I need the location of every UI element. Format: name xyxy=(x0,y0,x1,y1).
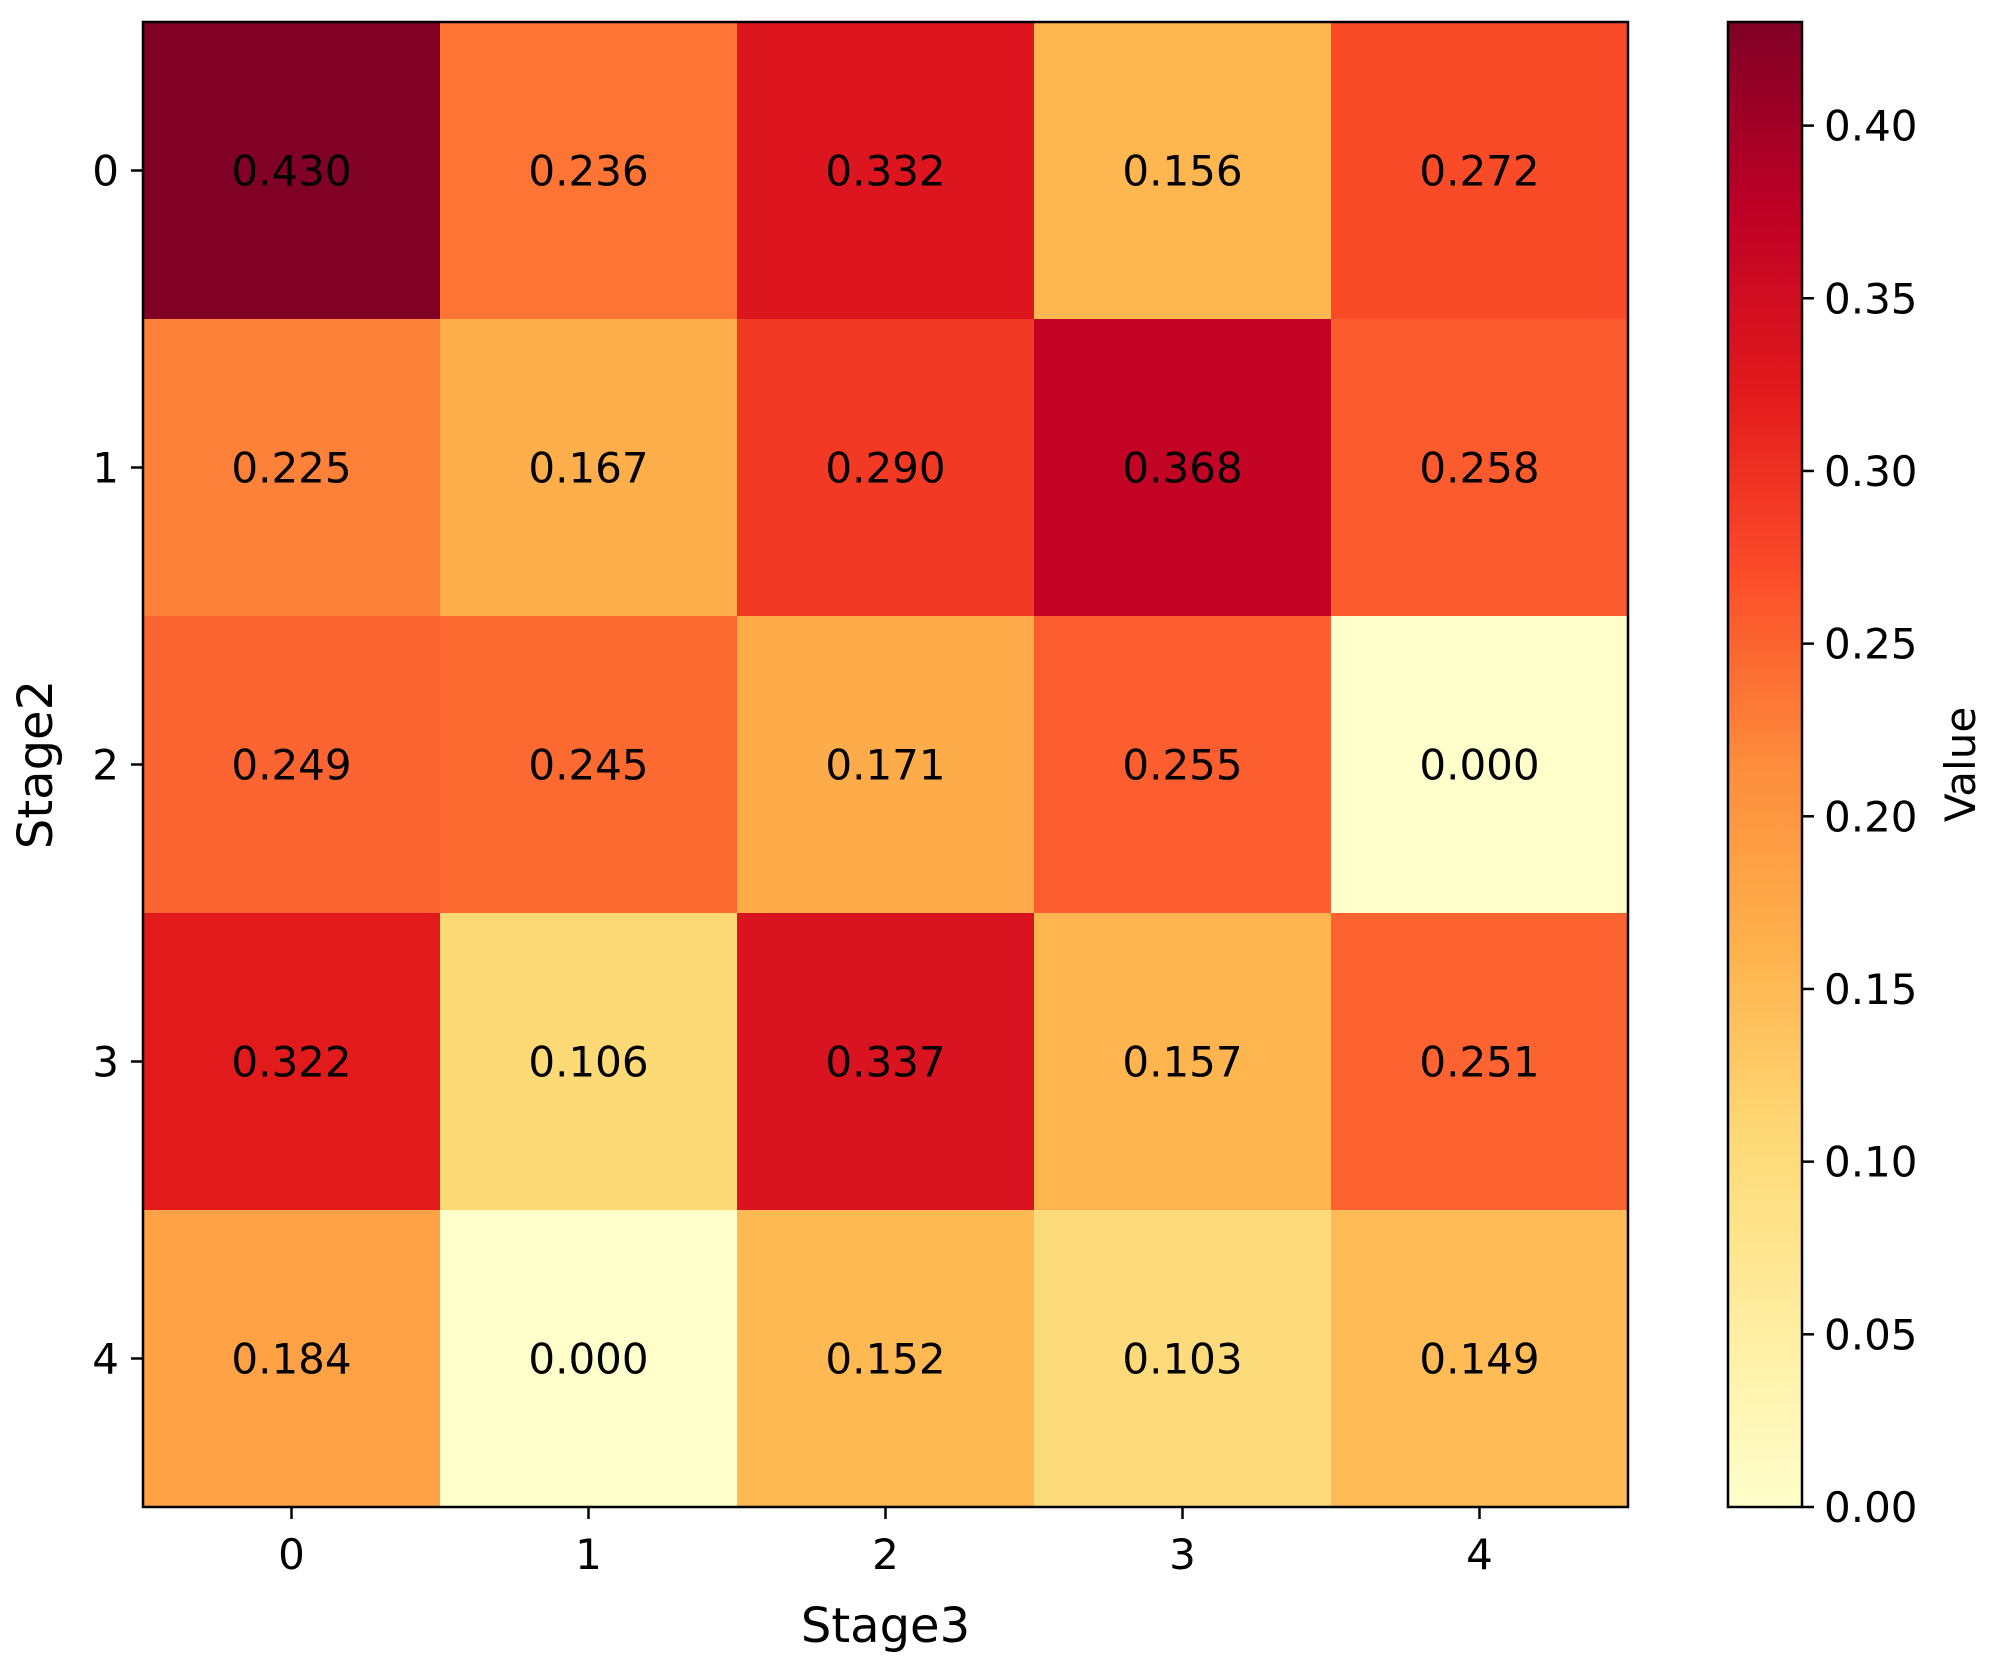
x-tick-label: 2 xyxy=(872,1530,899,1579)
cell-value-label: 0.157 xyxy=(1122,1038,1242,1087)
colorbar-tick-label: 0.20 xyxy=(1824,792,1918,841)
cell-value-label: 0.225 xyxy=(231,444,351,493)
cell-value-label: 0.149 xyxy=(1419,1335,1539,1384)
heatmap-cell xyxy=(143,1210,441,1508)
y-tick-label: 2 xyxy=(92,741,119,790)
colorbar-tick-label: 0.30 xyxy=(1824,447,1918,496)
heatmap-cell xyxy=(143,913,441,1211)
heatmap-cell xyxy=(737,913,1035,1211)
heatmap-cell-labels: 0.430 0.236 0.332 0.156 0.272 0.225 0.167 0.290… xyxy=(231,147,1539,1384)
colorbar-frame xyxy=(1726,20,1804,1509)
cell-value-label: 0.368 xyxy=(1122,444,1242,493)
colorbar-tick-label: 0.05 xyxy=(1824,1310,1918,1359)
colorbar xyxy=(1728,22,1802,1507)
cell-value-label: 0.000 xyxy=(1419,741,1539,790)
cell-value-label: 0.249 xyxy=(231,741,351,790)
y-tick-label: 0 xyxy=(92,147,119,196)
x-axis-ticks: 0 1 2 3 4 xyxy=(278,1507,1493,1579)
cell-value-label: 0.236 xyxy=(528,147,648,196)
x-tick-label: 1 xyxy=(575,1530,602,1579)
heatmap-cell xyxy=(1331,913,1629,1211)
x-axis-label: Stage3 xyxy=(801,1598,970,1654)
heatmap-cell xyxy=(440,1210,738,1508)
heatmap-cell xyxy=(440,913,738,1211)
cell-value-label: 0.000 xyxy=(528,1335,648,1384)
colorbar-tick-label: 0.35 xyxy=(1824,274,1918,323)
heatmap-cell xyxy=(143,616,441,914)
heatmap-cell xyxy=(143,319,441,617)
colorbar-tick-label: 0.00 xyxy=(1824,1483,1918,1532)
cell-value-label: 0.245 xyxy=(528,741,648,790)
heatmap-cell xyxy=(440,22,738,320)
cell-value-label: 0.255 xyxy=(1122,741,1242,790)
cell-value-label: 0.171 xyxy=(825,741,945,790)
heatmap-cell xyxy=(1034,913,1332,1211)
heatmap-cell xyxy=(1331,616,1629,914)
x-tick-label: 0 xyxy=(278,1530,305,1579)
heatmap-cell xyxy=(1331,22,1629,320)
cell-value-label: 0.251 xyxy=(1419,1038,1539,1087)
heatmap-cell xyxy=(1034,1210,1332,1508)
cell-value-label: 0.332 xyxy=(825,147,945,196)
cell-value-label: 0.156 xyxy=(1122,147,1242,196)
cell-value-label: 0.184 xyxy=(231,1335,351,1384)
cell-value-label: 0.272 xyxy=(1419,147,1539,196)
y-axis-ticks: 0 1 2 3 4 xyxy=(92,147,143,1384)
colorbar-tick-label: 0.15 xyxy=(1824,965,1918,1014)
cell-value-label: 0.337 xyxy=(825,1038,945,1087)
heatmap-cell xyxy=(1331,319,1629,617)
heatmap-cell xyxy=(737,616,1035,914)
cell-value-label: 0.152 xyxy=(825,1335,945,1384)
cell-value-label: 0.430 xyxy=(231,147,351,196)
colorbar-ticks: 0.00 0.05 0.10 0.15 0.20 0.25 0.30 0.35 0.40 xyxy=(1802,102,1918,1532)
cell-value-label: 0.290 xyxy=(825,444,945,493)
heatmap-cell xyxy=(143,22,441,320)
cell-value-label: 0.322 xyxy=(231,1038,351,1087)
cell-value-label: 0.103 xyxy=(1122,1335,1242,1384)
y-tick-label: 4 xyxy=(92,1335,119,1384)
x-tick-label: 4 xyxy=(1466,1530,1493,1579)
colorbar-tick-label: 0.25 xyxy=(1824,620,1918,669)
colorbar-label: Value xyxy=(1936,707,1985,822)
heatmap-cell xyxy=(737,319,1035,617)
heatmap-cell xyxy=(440,319,738,617)
colorbar-tick-label: 0.40 xyxy=(1824,102,1918,151)
heatmap-cell xyxy=(1331,1210,1629,1508)
cell-value-label: 0.106 xyxy=(528,1038,648,1087)
heatmap-cell xyxy=(737,22,1035,320)
heatmap-cell xyxy=(1034,319,1332,617)
cell-value-label: 0.258 xyxy=(1419,444,1539,493)
y-tick-label: 3 xyxy=(92,1038,119,1087)
heatmap-cell xyxy=(1034,616,1332,914)
cell-value-label: 0.167 xyxy=(528,444,648,493)
heatmap-cell xyxy=(440,616,738,914)
heatmap-cell xyxy=(737,1210,1035,1508)
colorbar-tick-label: 0.10 xyxy=(1824,1138,1918,1187)
y-tick-label: 1 xyxy=(92,444,119,493)
x-tick-label: 3 xyxy=(1169,1530,1196,1579)
heatmap-cells xyxy=(143,22,1629,1508)
y-axis-label: Stage2 xyxy=(8,680,64,849)
heatmap-cell xyxy=(1034,22,1332,320)
